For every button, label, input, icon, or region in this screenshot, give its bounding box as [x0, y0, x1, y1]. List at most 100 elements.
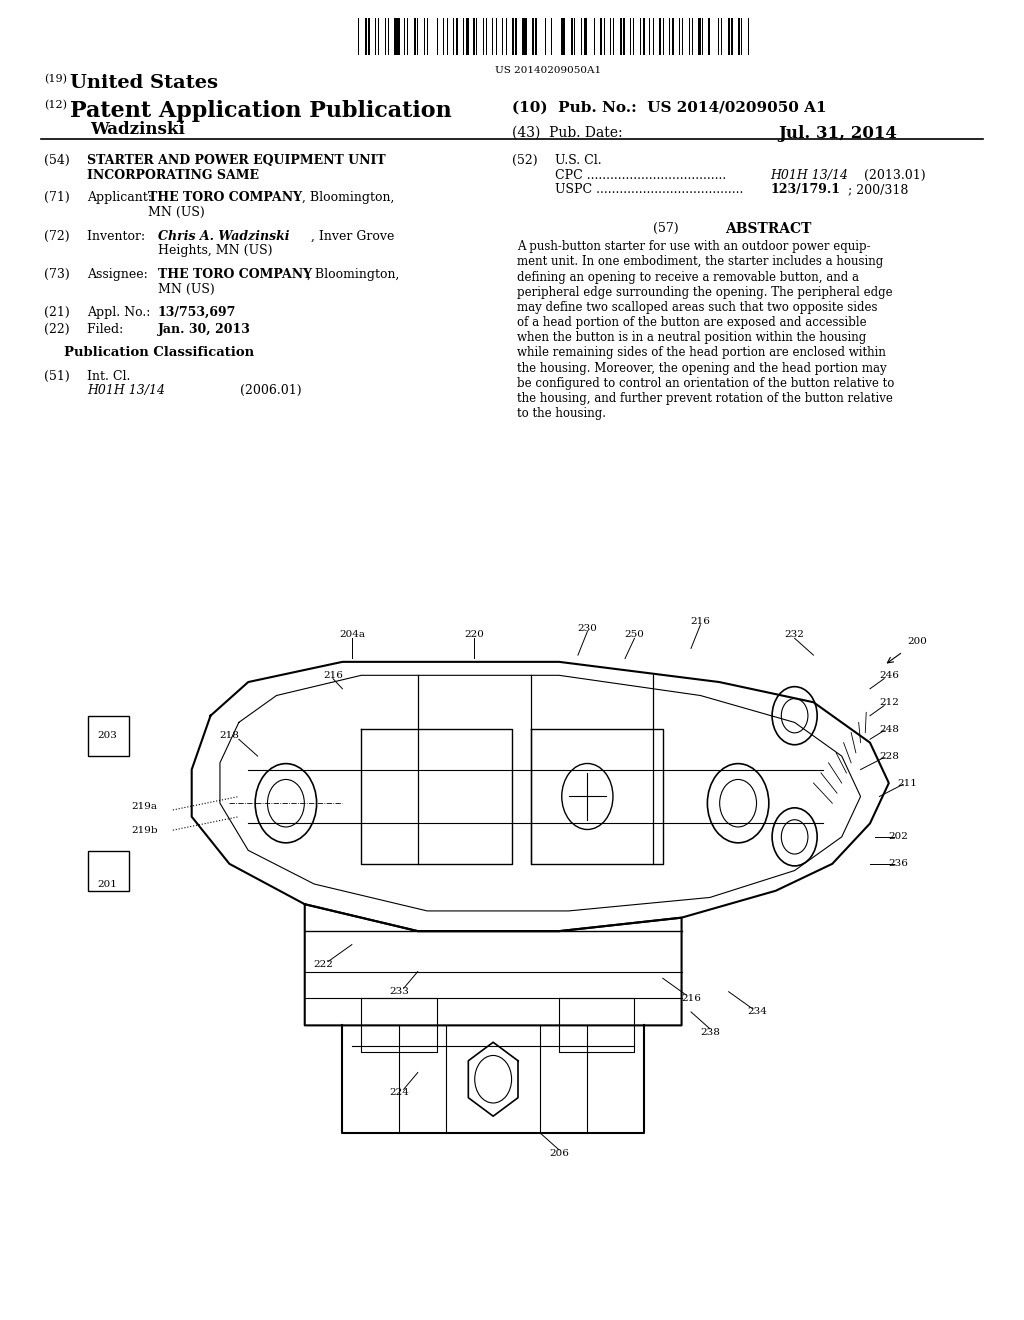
- Text: H01H 13/14: H01H 13/14: [87, 384, 165, 397]
- Text: (43)  Pub. Date:: (43) Pub. Date:: [512, 125, 623, 140]
- Text: STARTER AND POWER EQUIPMENT UNIT: STARTER AND POWER EQUIPMENT UNIT: [87, 154, 386, 168]
- Text: 219b: 219b: [131, 825, 158, 834]
- Bar: [457, 18, 458, 55]
- Text: 233: 233: [389, 987, 409, 997]
- Text: (71): (71): [44, 191, 70, 205]
- Text: 219a: 219a: [132, 803, 158, 810]
- Text: USPC ......................................: USPC ...................................…: [555, 183, 743, 197]
- Text: 232: 232: [784, 631, 805, 639]
- Text: Heights, MN (US): Heights, MN (US): [158, 244, 272, 257]
- Bar: [600, 18, 602, 55]
- Bar: [414, 18, 416, 55]
- Text: 204a: 204a: [339, 631, 365, 639]
- Text: 230: 230: [578, 623, 597, 632]
- Text: United States: United States: [70, 74, 218, 92]
- Text: U.S. Cl.: U.S. Cl.: [555, 154, 602, 168]
- Text: Jul. 31, 2014: Jul. 31, 2014: [778, 125, 897, 143]
- Bar: [397, 18, 400, 55]
- Text: 246: 246: [879, 671, 899, 680]
- Text: (12): (12): [44, 100, 67, 111]
- Text: Inventor:: Inventor:: [87, 230, 154, 243]
- Text: defining an opening to receive a removable button, and a: defining an opening to receive a removab…: [517, 271, 859, 284]
- Text: ABSTRACT: ABSTRACT: [725, 222, 811, 236]
- Bar: [424, 18, 425, 55]
- Bar: [663, 18, 665, 55]
- Text: H01H 13/14: H01H 13/14: [770, 169, 848, 182]
- Text: (2006.01): (2006.01): [200, 384, 301, 397]
- Text: 228: 228: [879, 751, 899, 760]
- Text: Filed:: Filed:: [87, 323, 143, 337]
- Text: ; 200/318: ; 200/318: [848, 183, 908, 197]
- Text: 238: 238: [699, 1027, 720, 1036]
- Text: be configured to control an orientation of the button relative to: be configured to control an orientation …: [517, 376, 895, 389]
- Text: 123/179.1: 123/179.1: [770, 183, 840, 197]
- Text: Appl. No.:: Appl. No.:: [87, 306, 155, 319]
- Text: the housing, and further prevent rotation of the button relative: the housing, and further prevent rotatio…: [517, 392, 893, 405]
- Text: Publication Classification: Publication Classification: [63, 346, 254, 359]
- Bar: [728, 18, 730, 55]
- Bar: [385, 18, 386, 55]
- Text: 250: 250: [625, 631, 644, 639]
- Text: 216: 216: [681, 994, 701, 1003]
- Text: US 20140209050A1: US 20140209050A1: [495, 66, 601, 75]
- Text: 224: 224: [389, 1088, 409, 1097]
- Bar: [446, 18, 449, 55]
- Bar: [643, 18, 644, 55]
- Bar: [748, 18, 750, 55]
- Bar: [506, 18, 507, 55]
- Text: Assignee:: Assignee:: [87, 268, 152, 281]
- Bar: [88, 717, 129, 756]
- Bar: [731, 18, 733, 55]
- Text: Chris A. Wadzinski: Chris A. Wadzinski: [158, 230, 289, 243]
- Text: THE TORO COMPANY: THE TORO COMPANY: [148, 191, 303, 205]
- Bar: [709, 18, 710, 55]
- Text: 234: 234: [746, 1007, 767, 1016]
- Text: CPC ....................................: CPC ....................................: [555, 169, 726, 182]
- Bar: [698, 18, 701, 55]
- Bar: [603, 18, 605, 55]
- Text: (57): (57): [652, 222, 679, 235]
- Text: 222: 222: [313, 960, 334, 969]
- Bar: [394, 18, 397, 55]
- Bar: [473, 18, 475, 55]
- Text: 236: 236: [888, 859, 908, 869]
- Text: 248: 248: [879, 725, 899, 734]
- Text: INCORPORATING SAME: INCORPORATING SAME: [87, 169, 259, 182]
- Text: (72): (72): [44, 230, 70, 243]
- Bar: [525, 18, 526, 55]
- Text: peripheral edge surrounding the opening. The peripheral edge: peripheral edge surrounding the opening.…: [517, 286, 893, 298]
- Text: 211: 211: [898, 779, 918, 788]
- Text: 203: 203: [97, 731, 117, 741]
- Text: the housing. Moreover, the opening and the head portion may: the housing. Moreover, the opening and t…: [517, 362, 887, 375]
- Bar: [522, 18, 525, 55]
- Bar: [365, 18, 367, 55]
- Text: A push-button starter for use with an outdoor power equip-: A push-button starter for use with an ou…: [517, 240, 870, 253]
- Bar: [659, 18, 660, 55]
- Text: 216: 216: [323, 671, 343, 680]
- Text: , Bloomington,: , Bloomington,: [302, 191, 394, 205]
- Text: MN (US): MN (US): [148, 206, 205, 219]
- Text: Applicant:: Applicant:: [87, 191, 156, 205]
- Text: (21): (21): [44, 306, 70, 319]
- Bar: [531, 18, 535, 55]
- Text: when the button is in a neutral position within the housing: when the button is in a neutral position…: [517, 331, 866, 345]
- Text: may define two scalloped areas such that two opposite sides: may define two scalloped areas such that…: [517, 301, 878, 314]
- Bar: [673, 18, 674, 55]
- Text: , Bloomington,: , Bloomington,: [307, 268, 399, 281]
- Bar: [369, 18, 370, 55]
- Text: ment unit. In one embodiment, the starter includes a housing: ment unit. In one embodiment, the starte…: [517, 256, 884, 268]
- Text: (54): (54): [44, 154, 70, 168]
- Text: to the housing.: to the housing.: [517, 407, 606, 420]
- Text: (2013.01): (2013.01): [860, 169, 926, 182]
- Bar: [512, 18, 514, 55]
- Text: (22): (22): [44, 323, 70, 337]
- Bar: [689, 18, 690, 55]
- Bar: [535, 18, 537, 55]
- Bar: [620, 18, 623, 55]
- Bar: [466, 18, 469, 55]
- Bar: [640, 18, 641, 55]
- Bar: [737, 18, 740, 55]
- Bar: [515, 18, 517, 55]
- Text: (52): (52): [512, 154, 538, 168]
- Text: Patent Application Publication: Patent Application Publication: [70, 100, 452, 123]
